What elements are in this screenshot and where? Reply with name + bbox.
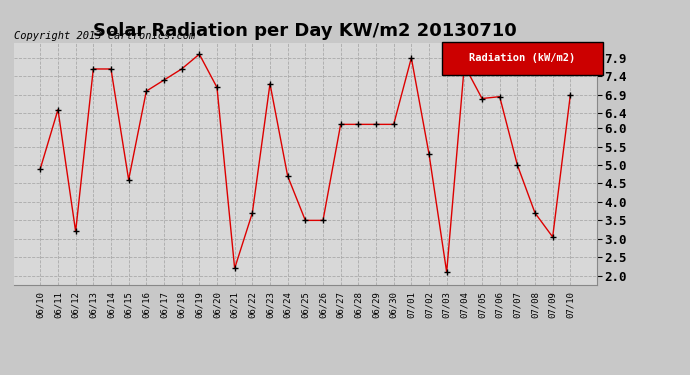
Text: Radiation (kW/m2): Radiation (kW/m2)	[469, 53, 575, 63]
Text: Copyright 2013 Cartronics.com: Copyright 2013 Cartronics.com	[14, 31, 195, 41]
FancyBboxPatch shape	[442, 42, 602, 75]
Title: Solar Radiation per Day KW/m2 20130710: Solar Radiation per Day KW/m2 20130710	[93, 22, 518, 40]
